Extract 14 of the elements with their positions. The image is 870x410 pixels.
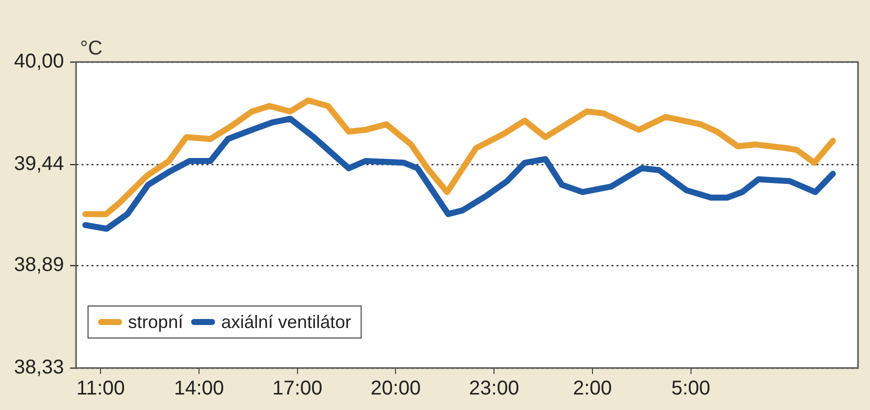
legend-label: axiální ventilátor (221, 312, 352, 332)
y-tick-label: 40,00 (14, 50, 64, 73)
y-tick-label: 38,33 (14, 356, 64, 379)
x-tick-label: 14:00 (174, 378, 224, 400)
y-tick-label: 39,44 (14, 153, 64, 176)
x-tick-label: 11:00 (76, 378, 125, 400)
x-tick-label: 20:00 (370, 378, 421, 400)
y-tick-label: 38,89 (14, 254, 64, 276)
legend-label: stropní (128, 312, 184, 332)
x-tick-label: 23:00 (469, 378, 520, 400)
x-tick-label: 2:00 (572, 378, 612, 400)
y-axis-title: °C (80, 38, 102, 60)
x-tick-label: 5:00 (671, 378, 710, 400)
x-tick-label: 17:00 (272, 378, 322, 400)
